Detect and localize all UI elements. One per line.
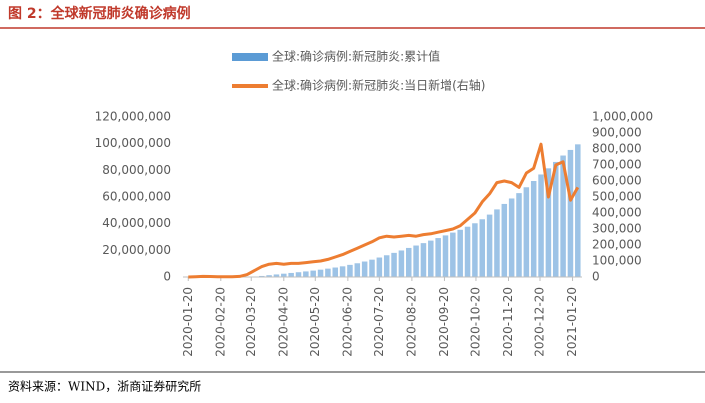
y2-tick-label: 600,000 — [592, 174, 642, 188]
y-tick-label: 40,000,000 — [102, 216, 171, 230]
y-tick-label: 0 — [163, 270, 171, 284]
y-tick-label: 80,000,000 — [102, 163, 171, 177]
bar — [391, 252, 397, 277]
bar — [560, 155, 566, 277]
bar — [369, 259, 375, 277]
source: 资料来源：WIND，浙商证券研究所 — [8, 379, 201, 394]
y2-tick-label: 0 — [592, 270, 600, 284]
bar — [486, 214, 493, 277]
bar — [405, 247, 412, 277]
x-tick-label: 2020-01-20 — [181, 287, 195, 357]
x-tick-label: 2020-06-20 — [340, 287, 354, 357]
x-tick-label: 2020-12-20 — [533, 287, 547, 357]
x-tick-label: 2020-04-20 — [276, 287, 290, 357]
y2-tick-label: 700,000 — [592, 158, 642, 172]
bar — [295, 272, 302, 277]
x-tick-label: 2020-03-20 — [244, 287, 258, 357]
bar — [398, 250, 405, 277]
bar — [354, 263, 361, 277]
bar — [508, 198, 515, 277]
bar — [376, 257, 383, 277]
bar — [479, 219, 486, 277]
bar — [464, 226, 471, 277]
x-tick-label: 2020-02-20 — [213, 287, 227, 357]
y2-tick-label: 1,000,000 — [592, 110, 653, 124]
bar — [332, 267, 339, 277]
bar — [347, 264, 353, 277]
bar — [383, 255, 390, 277]
bar — [310, 270, 316, 277]
bar — [288, 272, 294, 277]
bar — [266, 275, 272, 277]
x-tick-label: 2020-07-20 — [372, 287, 386, 357]
chart-title: 图 2：全球新冠肺炎确诊病例 — [8, 5, 191, 22]
bar — [258, 275, 265, 277]
bar — [450, 232, 456, 277]
bar — [428, 240, 434, 277]
bar — [530, 181, 537, 277]
bar — [325, 268, 331, 277]
bar — [552, 161, 559, 277]
x-tick-label: 2021-01-20 — [565, 287, 579, 357]
bar — [494, 209, 500, 277]
y2-tick-label: 100,000 — [592, 254, 642, 268]
x-tick-label: 2020-10-20 — [468, 287, 482, 357]
line-series — [188, 142, 580, 279]
bar — [523, 187, 530, 277]
x-tick-label: 2020-08-20 — [404, 287, 418, 357]
y-tick-label: 100,000,000 — [95, 136, 171, 150]
bar — [317, 269, 324, 277]
bar — [420, 243, 427, 277]
bar — [545, 168, 552, 277]
legend-swatch — [232, 53, 268, 61]
y-tick-label: 60,000,000 — [102, 190, 171, 204]
bar — [361, 261, 368, 277]
bar — [501, 203, 508, 277]
bar — [575, 144, 581, 277]
bar — [567, 149, 574, 277]
y-tick-label: 20,000,000 — [102, 243, 171, 257]
x-tick-label: 2020-09-20 — [437, 287, 451, 357]
y2-tick-label: 800,000 — [592, 142, 642, 156]
x-tick-label: 2020-11-20 — [501, 287, 515, 357]
bar — [516, 193, 522, 277]
bar — [457, 229, 463, 277]
bar — [472, 223, 478, 277]
bar — [538, 174, 544, 277]
y-tick-label: 120,000,000 — [95, 110, 171, 124]
y2-tick-label: 300,000 — [592, 222, 642, 236]
bar — [303, 271, 309, 277]
legend-label: 全球:确诊病例:新冠肺炎:累计值 — [272, 49, 440, 64]
bar — [413, 245, 419, 277]
y2-tick-label: 400,000 — [592, 206, 642, 220]
bar — [435, 238, 441, 277]
bar — [281, 273, 287, 277]
y2-tick-label: 900,000 — [592, 126, 642, 140]
y2-tick-label: 200,000 — [592, 238, 642, 252]
bar — [339, 266, 346, 277]
bar — [442, 235, 449, 277]
bar — [273, 274, 280, 277]
legend-label: 全球:确诊病例:新冠肺炎:当日新增(右轴) — [272, 78, 486, 93]
x-tick-label: 2020-05-20 — [308, 287, 322, 357]
y2-tick-label: 500,000 — [592, 190, 642, 204]
